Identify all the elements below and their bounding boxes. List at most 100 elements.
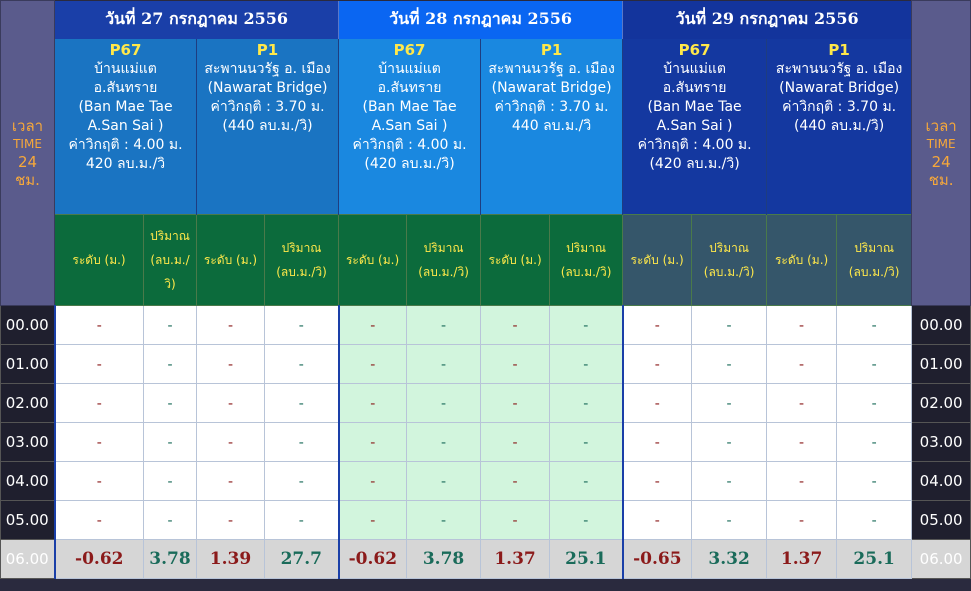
hour-cell-left: 04.00 — [0, 461, 55, 501]
hour-cell-left: 06.00 — [0, 539, 55, 579]
level-cell: - — [621, 383, 693, 423]
sub-flow-a: ปริมาณ — [854, 241, 895, 255]
station-code: P67 — [109, 40, 142, 59]
time-unit: ชม. — [928, 171, 954, 189]
level-cell: - — [766, 383, 838, 423]
level-cell: - — [621, 500, 693, 540]
sub-flow-a: ปริมาณ — [281, 241, 322, 255]
level-cell: - — [766, 461, 838, 501]
time-word: TIME — [13, 137, 42, 151]
time-header-left: เวลา TIME 24 ชม. — [0, 0, 55, 306]
level-cell: 1.39 — [196, 539, 265, 579]
level-cell: - — [337, 461, 408, 501]
hour-cell-left: 00.00 — [0, 305, 55, 345]
sub-header-flow: ปริมาณ (ลบ.ม./วิ) — [549, 214, 624, 306]
date-header-27: วันที่ 27 กรกฎาคม 2556 — [53, 0, 339, 39]
level-cell: - — [621, 344, 693, 384]
flow-cell: - — [263, 500, 340, 540]
flow-cell: - — [836, 500, 913, 540]
level-cell: - — [337, 305, 408, 345]
station-district-en: A.San Sai ) — [87, 117, 164, 134]
level-cell: - — [480, 344, 551, 384]
level-cell: -0.65 — [621, 539, 693, 579]
flow-cell: - — [691, 344, 768, 384]
flow-cell: - — [691, 422, 768, 462]
time-label: เวลา — [925, 117, 957, 135]
station-name-en: (Ban Mae Tae — [362, 98, 457, 115]
flow-cell: - — [836, 344, 913, 384]
level-cell: - — [480, 500, 551, 540]
level-cell: - — [480, 461, 551, 501]
time-hours: 24 — [17, 153, 38, 171]
station-district-en: A.San Sai ) — [371, 117, 448, 134]
station-district: อ.สันทราย — [662, 79, 727, 96]
level-cell: - — [621, 422, 693, 462]
level-cell: - — [337, 500, 408, 540]
sub-flow-a: ปริมาณ — [150, 229, 190, 243]
date-header-29: วันที่ 29 กรกฎาคม 2556 — [622, 0, 912, 39]
flow-cell: - — [143, 500, 197, 540]
table-row: 01.00- - - - - - - - - - - -01.00 — [0, 344, 971, 384]
level-cell: - — [337, 344, 408, 384]
level-cell: 1.37 — [480, 539, 551, 579]
hour-cell-left: 02.00 — [0, 383, 55, 423]
flow-cell: - — [263, 305, 340, 345]
flow-cell: - — [549, 383, 624, 423]
station-name-en: (Ban Mae Tae — [78, 98, 173, 115]
station-flow: (420 ลบ.ม./วิ) — [649, 155, 740, 172]
level-cell: - — [196, 422, 265, 462]
station-critical: ค่าวิกฤติ : 3.70 ม. — [494, 98, 609, 115]
flow-cell: - — [263, 461, 340, 501]
flow-cell: 3.78 — [406, 539, 482, 579]
level-cell: - — [766, 305, 838, 345]
hour-cell-left: 05.00 — [0, 500, 55, 540]
sub-header-level: ระดับ (ม.) — [622, 214, 693, 306]
hour-cell-right: 01.00 — [911, 344, 971, 384]
level-cell: - — [766, 344, 838, 384]
station-name-th: สะพานนวรัฐ อ. เมือง — [775, 60, 903, 77]
level-cell: - — [766, 500, 838, 540]
flow-cell: 3.32 — [691, 539, 768, 579]
flow-cell: - — [836, 461, 913, 501]
station-district: อ.สันทราย — [93, 79, 158, 96]
flow-cell: - — [836, 422, 913, 462]
table-row: 03.00- - - - - - - - - - - -03.00 — [0, 422, 971, 462]
flow-cell: - — [263, 344, 340, 384]
station-name-th: บ้านแม่แต — [378, 60, 441, 77]
sub-flow-a: ปริมาณ — [423, 241, 464, 255]
station-code: P67 — [393, 40, 426, 59]
flow-cell: 27.7 — [263, 539, 340, 579]
flow-cell: - — [691, 305, 768, 345]
hour-cell-right: 06.00 — [911, 539, 971, 579]
station-code: P67 — [678, 40, 711, 59]
level-cell: - — [196, 500, 265, 540]
level-cell: - — [196, 383, 265, 423]
level-cell: - — [196, 344, 265, 384]
sub-flow-a: ปริมาณ — [709, 241, 750, 255]
sub-flow-full: (ลบ.ม./วิ) — [703, 265, 755, 279]
station-name-th: บ้านแม่แต — [663, 60, 726, 77]
table-row: 05.00- - - - - - - - - - - -05.00 — [0, 500, 971, 540]
station-critical: ค่าวิกฤติ : 4.00 ม. — [68, 136, 183, 153]
station-name-th: บ้านแม่แต — [94, 60, 157, 77]
level-cell: - — [196, 305, 265, 345]
station-p67-day28: P67 บ้านแม่แต อ.สันทราย (Ban Mae Tae A.S… — [338, 38, 482, 215]
sub-header-flow: ปริมาณ (ลบ.ม./ วิ) — [143, 214, 197, 306]
sub-flow-full: (ลบ.ม./วิ) — [418, 265, 469, 279]
station-p1-day29: P1 สะพานนวรัฐ อ. เมือง (Nawarat Bridge) … — [766, 38, 913, 215]
station-p67-day27: P67 บ้านแม่แต อ.สันทราย (Ban Mae Tae A.S… — [54, 38, 197, 215]
hour-cell-right: 03.00 — [911, 422, 971, 462]
station-critical: ค่าวิกฤติ : 4.00 ม. — [352, 136, 467, 153]
sub-flow-full: (ลบ.ม./วิ) — [848, 265, 900, 279]
station-critical: ค่าวิกฤติ : 3.70 ม. — [210, 98, 325, 115]
station-critical: ค่าวิกฤติ : 3.70 ม. — [782, 98, 897, 115]
flow-cell: - — [143, 305, 197, 345]
hour-cell-right: 00.00 — [911, 305, 971, 345]
station-code: P1 — [256, 40, 279, 59]
water-level-table: เวลา TIME 24 ชม. วันที่ 27 กรกฎาคม 2556 … — [0, 0, 971, 579]
flow-cell: 25.1 — [836, 539, 913, 579]
hour-cell-left: 03.00 — [0, 422, 55, 462]
sub-header-flow: ปริมาณ (ลบ.ม./วิ) — [263, 214, 340, 306]
flow-cell: - — [143, 344, 197, 384]
station-district: อ.สันทราย — [377, 79, 442, 96]
